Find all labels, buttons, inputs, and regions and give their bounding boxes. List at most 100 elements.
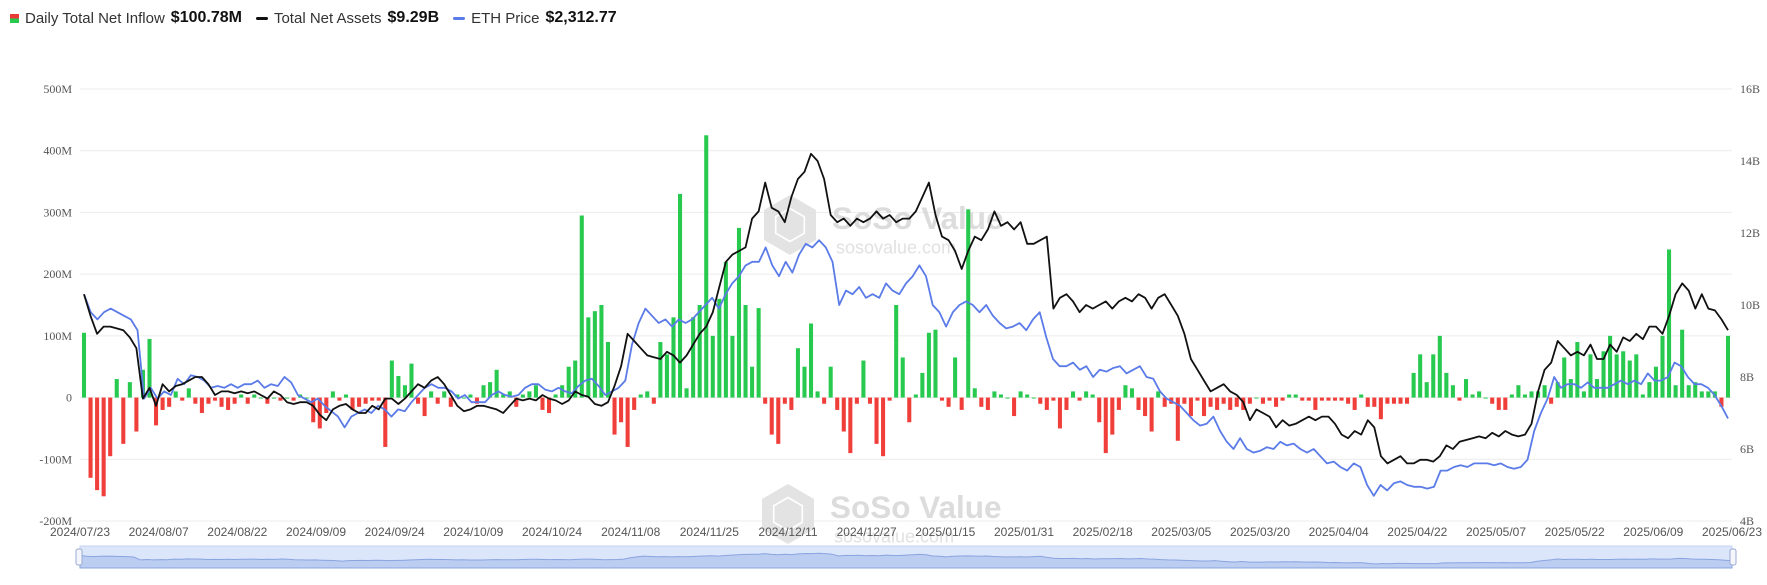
inflow-bar[interactable]: [402, 385, 407, 398]
inflow-bar[interactable]: [1568, 379, 1573, 398]
inflow-bar[interactable]: [894, 305, 899, 398]
inflow-bar[interactable]: [1359, 394, 1364, 398]
inflow-bar[interactable]: [416, 397, 421, 404]
inflow-bar[interactable]: [769, 397, 774, 435]
inflow-bar[interactable]: [285, 397, 290, 399]
inflow-bar[interactable]: [134, 397, 139, 432]
inflow-bar[interactable]: [592, 311, 597, 398]
inflow-bar[interactable]: [121, 397, 126, 444]
inflow-bar[interactable]: [514, 397, 519, 407]
inflow-bar[interactable]: [1339, 397, 1344, 401]
inflow-bar[interactable]: [258, 397, 263, 399]
inflow-bar[interactable]: [959, 397, 964, 410]
inflow-bar[interactable]: [619, 397, 624, 423]
inflow-bar[interactable]: [599, 305, 604, 398]
inflow-bar[interactable]: [736, 227, 742, 398]
inflow-bar[interactable]: [507, 391, 512, 398]
inflow-bar[interactable]: [376, 397, 381, 401]
inflow-bar[interactable]: [1365, 397, 1370, 407]
inflow-bar[interactable]: [1143, 397, 1148, 417]
inflow-bar[interactable]: [370, 397, 375, 401]
inflow-bar[interactable]: [488, 382, 493, 398]
inflow-bar[interactable]: [1228, 397, 1233, 410]
inflow-bar[interactable]: [501, 394, 506, 398]
inflow-bar[interactable]: [900, 357, 905, 398]
inflow-bar[interactable]: [854, 397, 859, 404]
inflow-bar[interactable]: [612, 397, 617, 435]
inflow-bar[interactable]: [468, 394, 473, 398]
inflow-bar[interactable]: [815, 391, 820, 398]
inflow-bar[interactable]: [494, 369, 499, 398]
inflow-bar[interactable]: [1385, 397, 1390, 404]
inflow-bar[interactable]: [1103, 397, 1108, 454]
inflow-bar[interactable]: [1025, 394, 1030, 398]
inflow-bar[interactable]: [311, 397, 316, 423]
inflow-bar[interactable]: [330, 391, 335, 398]
inflow-bars[interactable]: [81, 135, 1731, 497]
inflow-bar[interactable]: [560, 385, 565, 398]
inflow-bar[interactable]: [95, 397, 100, 491]
inflow-bar[interactable]: [704, 135, 709, 398]
inflow-bar[interactable]: [658, 342, 663, 398]
inflow-bar[interactable]: [881, 397, 886, 457]
legend-item-inflow[interactable]: Daily Total Net Inflow $100.78M: [10, 9, 242, 27]
inflow-bar[interactable]: [1555, 382, 1560, 398]
inflow-bar[interactable]: [409, 363, 414, 398]
inflow-bar[interactable]: [167, 397, 172, 407]
inflow-bar[interactable]: [1175, 397, 1180, 441]
inflow-bar[interactable]: [219, 397, 224, 407]
inflow-bar[interactable]: [953, 357, 958, 398]
inflow-bar[interactable]: [226, 397, 231, 410]
inflow-bar[interactable]: [750, 366, 755, 398]
inflow-bar[interactable]: [1562, 357, 1567, 398]
inflow-bar[interactable]: [1267, 397, 1272, 401]
inflow-bar[interactable]: [1038, 397, 1043, 404]
inflow-bar[interactable]: [1621, 351, 1626, 398]
inflow-bar[interactable]: [1110, 397, 1115, 435]
inflow-bar[interactable]: [1418, 354, 1423, 398]
inflow-bar[interactable]: [448, 397, 453, 407]
inflow-bar[interactable]: [350, 397, 355, 410]
inflow-bar[interactable]: [1116, 397, 1121, 410]
inflow-bar[interactable]: [1601, 351, 1606, 398]
inflow-bar[interactable]: [1352, 397, 1357, 410]
inflow-bar[interactable]: [809, 323, 814, 398]
inflow-bar[interactable]: [1051, 397, 1056, 401]
inflow-bar[interactable]: [540, 397, 545, 410]
inflow-bar[interactable]: [789, 397, 794, 410]
inflow-bar[interactable]: [802, 366, 807, 398]
inflow-bar[interactable]: [1463, 379, 1469, 398]
inflow-bar[interactable]: [1044, 397, 1049, 410]
inflow-bar[interactable]: [1221, 397, 1226, 404]
inflow-bar[interactable]: [979, 397, 984, 407]
inflow-bar[interactable]: [1300, 397, 1305, 401]
inflow-bar[interactable]: [474, 397, 480, 404]
inflow-bar[interactable]: [1699, 391, 1704, 398]
inflow-bar[interactable]: [1424, 382, 1429, 398]
inflow-bar[interactable]: [1057, 397, 1062, 429]
inflow-bar[interactable]: [1260, 397, 1265, 404]
inflow-bar[interactable]: [1149, 397, 1154, 432]
inflow-bar[interactable]: [1326, 397, 1331, 401]
inflow-bar[interactable]: [1293, 394, 1298, 398]
inflow-bar[interactable]: [481, 385, 486, 398]
inflow-bar[interactable]: [1031, 397, 1036, 399]
inflow-bar[interactable]: [429, 391, 434, 398]
inflow-bar[interactable]: [861, 360, 866, 398]
inflow-bar[interactable]: [671, 317, 676, 398]
inflow-bar[interactable]: [756, 308, 761, 398]
inflow-bar[interactable]: [1156, 391, 1161, 398]
inflow-bar[interactable]: [795, 348, 800, 398]
inflow-bar[interactable]: [1188, 397, 1193, 417]
inflow-bar[interactable]: [455, 394, 460, 398]
inflow-bar[interactable]: [232, 397, 237, 404]
inflow-bar[interactable]: [527, 391, 532, 398]
navigator-left-handle[interactable]: [75, 548, 83, 566]
inflow-bar[interactable]: [887, 397, 892, 401]
inflow-bar[interactable]: [1064, 397, 1069, 410]
inflow-bar[interactable]: [1437, 335, 1442, 398]
inflow-bar[interactable]: [1516, 385, 1521, 398]
inflow-bar[interactable]: [1162, 397, 1167, 407]
inflow-bar[interactable]: [1653, 366, 1658, 398]
inflow-bar[interactable]: [763, 397, 768, 404]
